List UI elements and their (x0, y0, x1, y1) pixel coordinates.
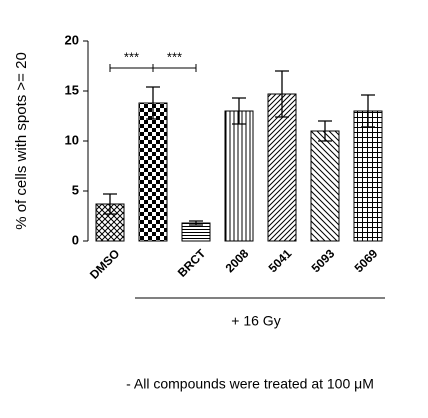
error-bar (232, 97, 246, 125)
significance-bracket (152, 64, 197, 72)
annotation: *** (124, 49, 139, 64)
x-tick-label: BRCT (175, 246, 209, 280)
significance-bracket (109, 64, 154, 72)
footnote: - All compounds were treated at 100 μM (126, 376, 374, 392)
y-axis-label: % of cells with spots >= 20 (13, 52, 30, 230)
bar (138, 102, 168, 242)
error-bar (318, 120, 332, 142)
error-bar (146, 86, 160, 120)
bar (310, 130, 340, 242)
x-tick-label: 2008 (223, 246, 252, 275)
y-tick-label: 0 (72, 232, 79, 247)
y-tick-label: 10 (65, 132, 79, 147)
error-bar (189, 220, 203, 226)
x-tick-label: 5093 (309, 246, 338, 275)
x-tick-label: 5069 (352, 246, 381, 275)
error-bar (361, 94, 375, 128)
annotation: *** (167, 49, 182, 64)
group-label: + 16 Gy (231, 313, 280, 329)
bar (224, 110, 254, 242)
bar (181, 222, 211, 242)
y-tick-label: 5 (72, 182, 79, 197)
x-tick-label: DMSO (87, 246, 122, 281)
bar (353, 110, 383, 242)
error-bar (103, 193, 117, 215)
y-tick-label: 15 (65, 82, 79, 97)
bar (267, 93, 297, 242)
y-tick-label: 20 (65, 32, 79, 47)
error-bar (275, 70, 289, 118)
x-tick-label: 5041 (266, 246, 295, 275)
